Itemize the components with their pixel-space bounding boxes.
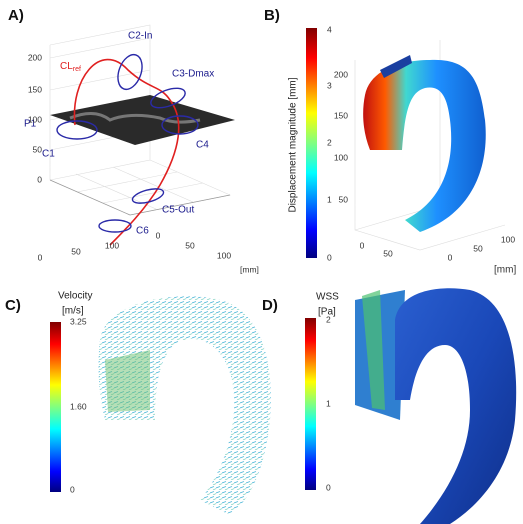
velocity-field [98,296,271,515]
plane-label: P1 [24,119,37,130]
tick-label: 50 [473,243,483,253]
colorbar [305,318,316,490]
tick-label: 0 [327,252,332,262]
tick-label: 0 [37,174,42,184]
aorta-branches [380,55,412,78]
tick-label: 200 [334,69,348,79]
unit-label: [mm] [494,265,516,276]
tick-label: 100 [334,152,348,162]
panel-label: C) [5,297,21,314]
panel-b: B) Displacement magnitude [mm] 0 1 2 3 4 50 10… [264,7,516,276]
tick-label: 0 [360,240,365,250]
plane-label: C4 [196,140,209,151]
tick-label: 0 [38,252,43,262]
tick-label: 3.25 [70,316,87,326]
tick-label: 100 [105,240,119,250]
panel-label: A) [8,7,24,24]
plane-label: C1 [42,149,55,160]
colorbar [50,322,61,492]
wss-hotspot [362,290,385,410]
plane-c3 [150,87,186,109]
tick-label: 4 [327,24,332,34]
plane-c1 [56,120,98,140]
tick-label: 1 [326,398,331,408]
tick-label: 50 [383,248,393,258]
centerline [73,58,180,246]
centerline-main: CL [60,61,73,72]
plane-label: C2-In [128,31,152,42]
tick-label: 1.60 [70,401,87,411]
tick-label: 100 [28,114,42,124]
tick-label: 0 [448,252,453,262]
tick-label: 0 [156,230,161,240]
axis-edge [49,179,231,216]
tick-label: 50 [71,246,81,256]
tick-label: 3 [327,80,332,90]
panel-a: A) CLref C2-In C3-Dmax P1 C1 C4 C5-Out C… [8,7,259,274]
tick-label: 100 [501,234,515,244]
tick-label: 50 [339,194,349,204]
slice-texture [69,112,201,124]
tick-label: 200 [28,52,42,62]
plane-label: C3-Dmax [172,69,214,80]
plane-c4 [161,115,199,135]
tick-label: 50 [185,240,195,250]
centerline-label: CLref [60,61,81,73]
centerline-sub: ref [73,66,81,73]
colorbar-title: Displacement magnitude [mm] [288,77,299,212]
tick-label: 0 [70,484,75,494]
tick-label: 150 [334,110,348,120]
colorbar-unit: [m/s] [62,306,84,317]
panel-d: D) WSS [Pa] 0 1 2 [262,288,517,524]
panel-label: B) [264,7,280,24]
panel-c: C) Velocity [m/s] 0 1.60 3.25 [5,291,271,515]
plane-c6 [98,219,132,233]
colorbar-unit: [Pa] [318,307,336,318]
mri-slice [50,95,235,145]
velocity-jet [105,350,150,412]
tick-label: 50 [33,144,43,154]
plane-c5 [131,188,165,204]
tick-label: 100 [217,250,231,260]
plane-label: C5-Out [162,205,194,216]
tick-label: 1 [327,194,332,204]
tick-label: 2 [327,137,332,147]
plane-label: C6 [136,226,149,237]
colorbar-title: WSS [316,292,339,303]
colorbar [306,28,317,258]
tick-label: 150 [28,84,42,94]
tick-label: 0 [326,482,331,492]
tick-label: 2 [326,314,331,324]
plane-c2 [117,53,143,91]
aorta-displacement [363,59,486,233]
unit-label: [mm] [240,264,259,274]
aorta-wss [395,288,517,524]
colorbar-title: Velocity [58,291,92,302]
panel-label: D) [262,297,278,314]
